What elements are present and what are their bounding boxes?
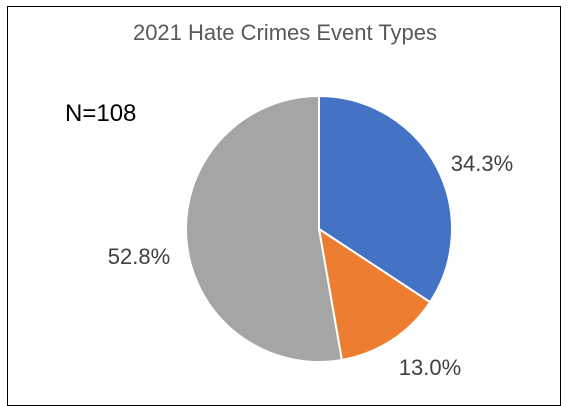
pie-slice-3 (184, 94, 343, 363)
slice-data-label-2: 13.0% (399, 355, 461, 380)
sample-size-annotation: N=108 (65, 100, 137, 127)
pie-chart: 34.3% 13.0% 52.8% (108, 94, 513, 380)
chart-frame: 34.3% 13.0% 52.8% 2021 Hate Crimes Event T… (7, 6, 561, 406)
slice-data-label-3: 52.8% (108, 244, 170, 269)
slice-data-label-1: 34.3% (451, 151, 513, 176)
pie-slice-2 (317, 226, 432, 362)
chart-title: 2021 Hate Crimes Event Types (132, 20, 438, 45)
